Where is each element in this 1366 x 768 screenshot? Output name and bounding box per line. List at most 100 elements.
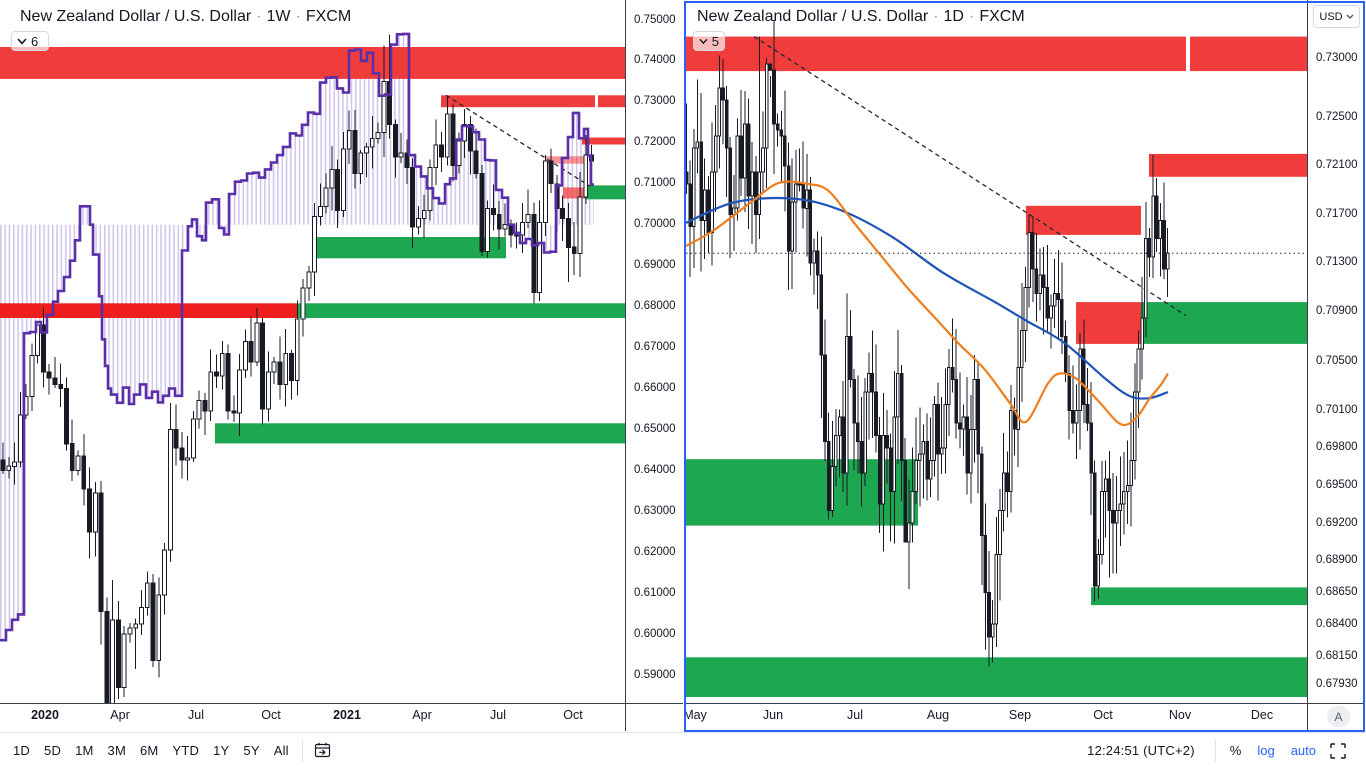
currency-label: USD (1319, 10, 1343, 23)
chevron-down-icon (699, 38, 708, 44)
price-axis-label: 0.67000 (634, 341, 676, 353)
daily-time-axis-border[interactable] (685, 703, 1364, 704)
chart-pane-weekly[interactable]: New Zealand Dollar / U.S. Dollar · 1W · FXCM… (0, 0, 683, 732)
goto-date-button[interactable] (309, 737, 337, 765)
supply-zone[interactable] (598, 95, 625, 108)
price-axis-label: 0.71300 (1316, 256, 1358, 268)
collapsed-indicators-count: 6 (31, 33, 39, 49)
weekly-chart-title[interactable]: New Zealand Dollar / U.S. Dollar · 1W · FXCM (20, 8, 351, 26)
chevron-down-icon (17, 37, 27, 45)
supply-zone[interactable] (545, 156, 585, 164)
range-button-5d[interactable]: 5D (44, 743, 62, 758)
price-axis-label: 0.73000 (634, 95, 676, 107)
price-axis-label: 0.69800 (1316, 441, 1358, 453)
collapsed-indicators-button[interactable]: 5 (693, 31, 725, 51)
price-axis-label: 0.69200 (1316, 517, 1358, 529)
toolbar-divider (1214, 739, 1216, 762)
percent-scale-button[interactable]: % (1229, 743, 1242, 758)
range-button-6m[interactable]: 6M (140, 743, 159, 758)
range-button-all[interactable]: All (273, 743, 289, 758)
time-axis-label: Jul (188, 708, 204, 722)
price-axis-label: 0.61000 (634, 587, 676, 599)
price-axis-label: 0.67930 (1316, 678, 1358, 690)
supply-zone[interactable] (1190, 36, 1307, 72)
weekly-time-axis-border[interactable] (0, 703, 683, 704)
price-axis-label: 0.59000 (634, 669, 676, 681)
price-axis-label: 0.74000 (634, 54, 676, 66)
ma-fast-line[interactable] (686, 180, 1169, 427)
time-axis-label: Oct (563, 708, 583, 722)
price-axis-label: 0.70500 (1316, 355, 1358, 367)
calendar-goto-icon (315, 742, 331, 758)
price-axis-label: 0.68000 (634, 300, 676, 312)
time-axis-label: Jul (847, 708, 863, 722)
weekly-chart-canvas[interactable] (0, 0, 625, 703)
log-scale-button[interactable]: log (1257, 743, 1275, 758)
chart-pane-daily[interactable]: New Zealand Dollar / U.S. Dollar · 1D · FXCM… (683, 0, 1366, 732)
time-axis-label: Jun (762, 708, 784, 722)
price-axis-label: 0.72000 (634, 136, 676, 148)
time-axis-label: Dec (1250, 708, 1274, 722)
title-separator: · (968, 8, 975, 25)
dashed-trendline[interactable] (753, 36, 1187, 317)
date-range-switcher: 1D 5D 1M 3M 6M YTD 1Y 5Y All (6, 739, 296, 762)
exchange-label[interactable]: FXCM (979, 8, 1025, 25)
interval-label[interactable]: 1D (943, 8, 964, 25)
symbol-name[interactable]: New Zealand Dollar / U.S. Dollar (20, 8, 252, 25)
auto-scale-button[interactable]: auto (1290, 743, 1316, 758)
demand-zone[interactable] (215, 423, 625, 444)
fullscreen-icon (1330, 742, 1346, 759)
candles[interactable] (0, 34, 594, 703)
range-button-3m[interactable]: 3M (107, 743, 126, 758)
bottom-toolbar: 1D 5D 1M 3M 6M YTD 1Y 5Y All 12:24:51 (UTC+2) % … (0, 732, 1366, 768)
ma-slow-line[interactable] (686, 196, 1169, 400)
currency-selector-button[interactable]: USD (1313, 5, 1360, 28)
candles[interactable] (686, 20, 1170, 667)
price-axis-label: 0.68900 (1316, 554, 1358, 566)
chevron-down-icon (1346, 14, 1354, 19)
price-axis-label: 0.68650 (1316, 586, 1358, 598)
supply-zone[interactable] (441, 95, 595, 108)
title-separator: · (933, 8, 939, 25)
demand-zone[interactable] (1091, 587, 1307, 606)
clock[interactable]: 12:24:51 (UTC+2) (1087, 743, 1195, 758)
range-button-1y[interactable]: 1Y (213, 743, 230, 758)
range-button-1m[interactable]: 1M (75, 743, 94, 758)
interval-label[interactable]: 1W (266, 8, 291, 25)
weekly-price-axis-border[interactable] (625, 0, 626, 731)
symbol-name[interactable]: New Zealand Dollar / U.S. Dollar (697, 8, 929, 25)
supply-zone[interactable] (563, 187, 585, 199)
purple-step-overlay-line[interactable] (0, 32, 594, 642)
price-axis-label: 0.64000 (634, 464, 676, 476)
auto-scale-badge[interactable]: A (1327, 706, 1350, 727)
exchange-label[interactable]: FXCM (305, 8, 352, 25)
supply-zone[interactable] (1026, 205, 1141, 235)
daily-price-axis-border[interactable] (1307, 0, 1308, 731)
collapsed-indicators-button[interactable]: 6 (11, 31, 49, 51)
demand-zone[interactable] (686, 657, 1307, 697)
dashed-trendline[interactable] (445, 94, 591, 187)
range-button-ytd[interactable]: YTD (172, 743, 200, 758)
title-separator: · (295, 8, 301, 25)
range-button-1d[interactable]: 1D (13, 743, 31, 758)
price-axis-label: 0.68150 (1316, 650, 1358, 662)
supply-zone[interactable] (582, 137, 625, 145)
range-button-5y[interactable]: 5Y (243, 743, 260, 758)
supply-zone[interactable] (1149, 153, 1307, 177)
daily-chart-canvas[interactable] (686, 0, 1307, 703)
toolbar-divider (301, 739, 303, 762)
supply-zone[interactable] (1076, 302, 1141, 344)
supply-zone[interactable] (0, 303, 298, 318)
demand-zone[interactable] (298, 303, 625, 318)
demand-zone[interactable] (1141, 302, 1307, 344)
fullscreen-button[interactable] (1324, 737, 1352, 765)
supply-zone[interactable] (0, 47, 625, 79)
demand-zone[interactable] (585, 185, 625, 200)
price-axis-label: 0.71000 (634, 177, 676, 189)
price-axis-label: 0.60000 (634, 628, 676, 640)
daily-chart-title[interactable]: New Zealand Dollar / U.S. Dollar · 1D · FXCM (697, 8, 1025, 26)
weekly-legend: New Zealand Dollar / U.S. Dollar · 1W · FXCM… (11, 8, 351, 51)
price-axis-label: 0.68400 (1316, 618, 1358, 630)
demand-zone[interactable] (315, 237, 506, 259)
